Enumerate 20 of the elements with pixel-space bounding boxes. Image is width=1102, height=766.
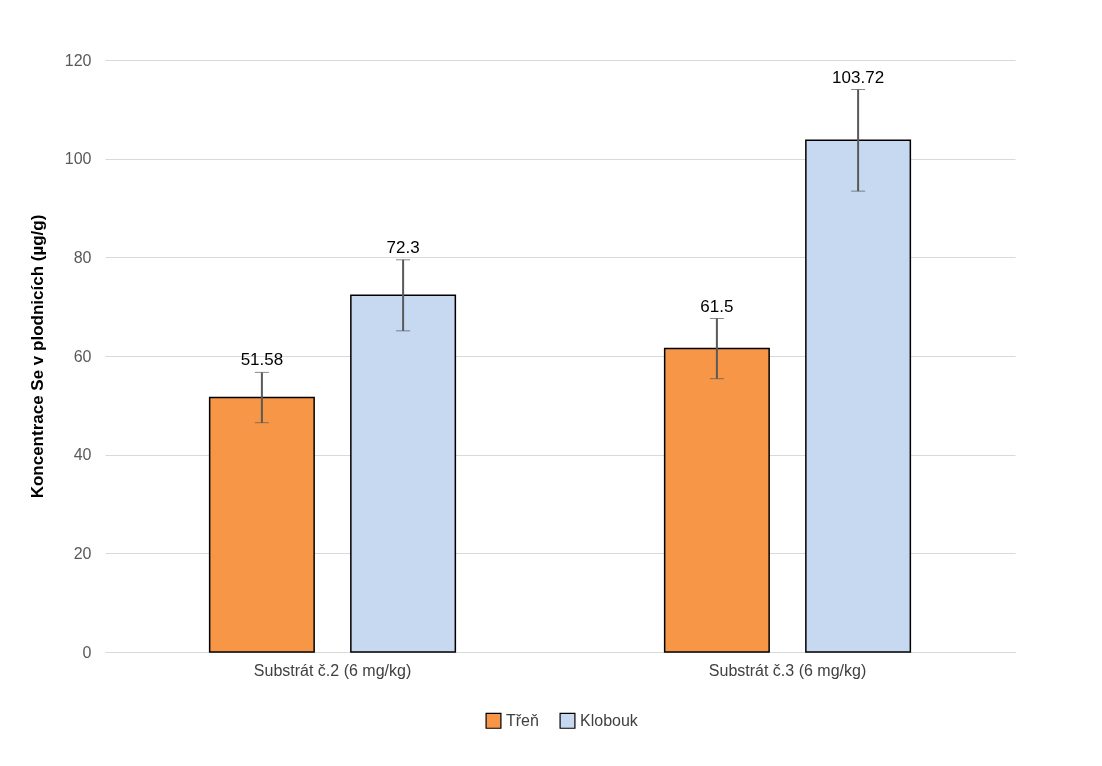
y-tick-label: 0 — [82, 643, 92, 661]
y-tick-label: 120 — [64, 51, 92, 69]
bar — [663, 347, 770, 653]
x-tick-label: Substrát č.2 (6 mg/kg) — [253, 661, 412, 679]
legend-label: Klobouk — [580, 711, 639, 729]
y-tick-label: 40 — [73, 446, 92, 464]
data-label: 61.5 — [700, 296, 734, 316]
bar — [350, 294, 457, 653]
y-tick-label: 100 — [64, 150, 92, 168]
data-label: 51.58 — [240, 350, 284, 370]
data-label: 72.3 — [386, 237, 420, 257]
data-label: 103.72 — [832, 67, 885, 87]
y-tick-label: 80 — [73, 248, 92, 266]
bar — [208, 396, 315, 653]
bar — [805, 139, 912, 653]
legend-label: Třeň — [506, 711, 539, 729]
y-tick-label: 60 — [73, 347, 92, 365]
x-tick-label: Substrát č.3 (6 mg/kg) — [708, 661, 867, 679]
y-axis-title: Koncentrace Se v plodnicích (µg/g) — [27, 214, 47, 499]
y-tick-label: 20 — [73, 544, 92, 562]
